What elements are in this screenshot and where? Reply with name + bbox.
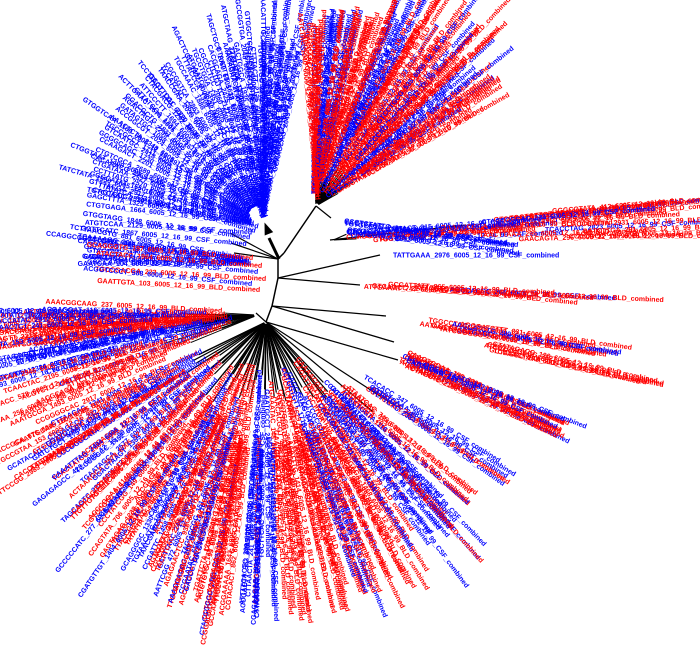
- svg-text:TATTGAAA_2976_6005_12_16_99_CS: TATTGAAA_2976_6005_12_16_99_CSF_combined: [393, 253, 559, 260]
